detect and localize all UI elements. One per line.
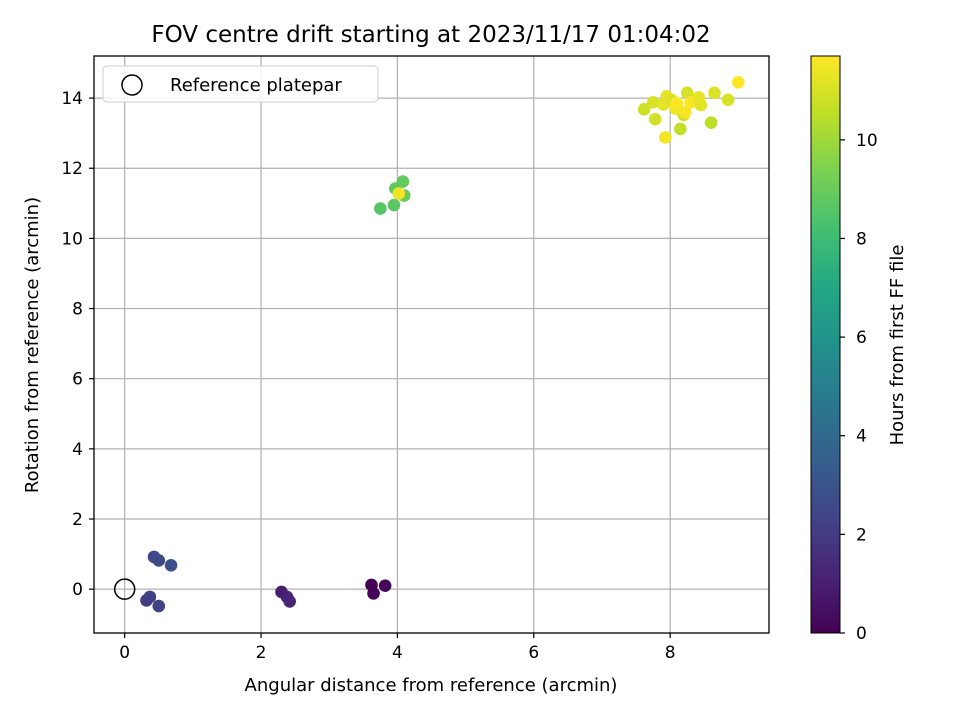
colorbar-label: Hours from first FF file xyxy=(887,245,908,446)
colorbar-ticks: 0 2 4 6 8 10 xyxy=(840,131,878,644)
x-tick-label: 6 xyxy=(528,643,539,663)
legend-marker xyxy=(121,74,143,96)
legend-box xyxy=(102,65,379,103)
data-point xyxy=(721,93,735,107)
data-point xyxy=(374,202,387,215)
reference-layer xyxy=(113,578,136,600)
colorbar xyxy=(810,55,841,634)
x-tick-label: 2 xyxy=(256,643,267,663)
data-point xyxy=(152,554,166,567)
data-points xyxy=(140,76,745,613)
data-point xyxy=(387,198,401,212)
colorbar-tick-label: 4 xyxy=(856,427,867,447)
data-point xyxy=(732,76,745,89)
data-point xyxy=(659,131,672,144)
x-axis-ticks: 0 2 4 6 8 xyxy=(119,633,676,663)
data-point xyxy=(704,116,718,129)
colorbar-tick-label: 6 xyxy=(856,328,867,348)
y-tick-label: 6 xyxy=(72,370,83,390)
data-point xyxy=(680,86,694,100)
data-point xyxy=(678,105,692,119)
x-axis-label: Angular distance from reference (arcmin) xyxy=(245,675,618,696)
data-point xyxy=(283,595,296,608)
data-point xyxy=(392,187,406,200)
data-point xyxy=(378,579,392,592)
plot-frame xyxy=(93,55,770,634)
legend-entry-label: Reference platepar xyxy=(170,75,342,96)
data-point xyxy=(143,590,157,604)
y-axis-ticks: 0 2 4 6 8 10 12 14 xyxy=(61,89,94,600)
y-tick-label: 14 xyxy=(61,89,83,109)
y-tick-label: 0 xyxy=(72,580,83,600)
data-point xyxy=(367,587,380,600)
data-point xyxy=(646,96,660,109)
data-point xyxy=(674,122,687,136)
data-point xyxy=(152,599,166,613)
y-axis-label: Rotation from reference (arcmin) xyxy=(22,197,43,493)
y-tick-label: 2 xyxy=(72,510,83,530)
y-tick-label: 12 xyxy=(61,159,83,179)
x-tick-label: 8 xyxy=(665,643,676,663)
data-point xyxy=(694,98,708,112)
data-point xyxy=(164,559,178,572)
data-point xyxy=(637,103,651,116)
legend: Reference platepar xyxy=(102,65,379,103)
x-tick-label: 4 xyxy=(392,643,403,663)
data-point xyxy=(708,86,721,100)
colorbar-tick-label: 8 xyxy=(856,229,867,249)
data-point xyxy=(670,97,684,110)
y-tick-label: 8 xyxy=(72,300,83,320)
data-point xyxy=(648,112,662,126)
colorbar-tick-label: 10 xyxy=(856,131,878,151)
y-tick-label: 10 xyxy=(61,229,83,249)
reference-platepar-marker xyxy=(113,578,136,600)
colorbar-tick-label: 2 xyxy=(856,525,867,545)
colorbar-tick-label: 0 xyxy=(856,624,867,644)
data-point xyxy=(396,175,410,188)
x-tick-label: 0 xyxy=(119,643,130,663)
chart-title: FOV centre drift starting at 2023/11/17 … xyxy=(151,22,710,48)
y-tick-label: 4 xyxy=(72,440,83,460)
